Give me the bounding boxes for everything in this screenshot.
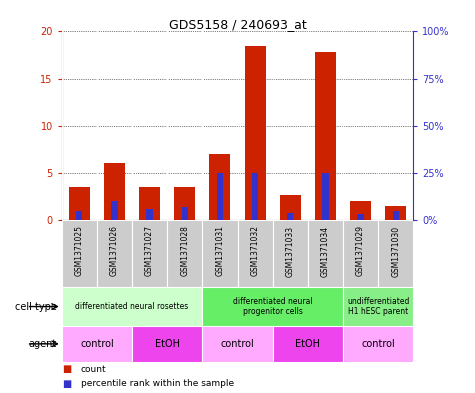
Text: differentiated neural rosettes: differentiated neural rosettes xyxy=(76,302,189,311)
Bar xyxy=(104,163,125,220)
Bar xyxy=(273,326,343,362)
Bar xyxy=(308,220,343,287)
Text: GSM1371030: GSM1371030 xyxy=(391,226,400,277)
Bar xyxy=(174,187,195,220)
Text: control: control xyxy=(361,339,395,349)
Text: EtOH: EtOH xyxy=(295,339,320,349)
Text: cell type: cell type xyxy=(15,301,57,312)
Text: agent: agent xyxy=(29,339,57,349)
Bar xyxy=(62,220,97,287)
Bar xyxy=(139,187,160,220)
Text: control: control xyxy=(220,339,255,349)
Text: GSM1371034: GSM1371034 xyxy=(321,226,330,277)
Bar xyxy=(132,220,167,287)
Bar xyxy=(343,287,413,326)
Text: ■: ■ xyxy=(62,379,71,389)
Bar xyxy=(217,173,223,220)
Text: differentiated neural
progenitor cells: differentiated neural progenitor cells xyxy=(233,297,313,316)
Bar xyxy=(315,52,336,220)
Bar xyxy=(385,206,406,220)
Text: GSM1371025: GSM1371025 xyxy=(75,226,84,276)
Bar xyxy=(238,220,273,287)
Bar xyxy=(343,326,413,362)
Bar xyxy=(343,220,378,287)
Text: undifferentiated
H1 hESC parent: undifferentiated H1 hESC parent xyxy=(347,297,409,316)
Text: GSM1371026: GSM1371026 xyxy=(110,226,119,276)
Bar xyxy=(167,220,202,287)
Bar xyxy=(350,201,371,220)
Text: GSM1371027: GSM1371027 xyxy=(145,226,154,276)
Bar xyxy=(280,195,301,220)
Bar xyxy=(273,220,308,287)
Bar xyxy=(202,220,238,287)
Text: EtOH: EtOH xyxy=(155,339,180,349)
Text: count: count xyxy=(81,365,106,374)
Bar xyxy=(287,213,294,220)
Bar xyxy=(62,287,202,326)
Bar xyxy=(146,209,153,220)
Bar xyxy=(69,187,90,220)
Text: GSM1371032: GSM1371032 xyxy=(251,226,259,276)
Bar xyxy=(181,207,188,220)
Bar xyxy=(357,215,364,220)
Text: GSM1371031: GSM1371031 xyxy=(216,226,224,276)
Bar xyxy=(392,211,399,220)
Text: percentile rank within the sample: percentile rank within the sample xyxy=(81,380,234,388)
Bar xyxy=(111,201,118,220)
Bar xyxy=(132,326,202,362)
Bar xyxy=(245,46,266,220)
Bar xyxy=(209,154,230,220)
Text: ■: ■ xyxy=(62,364,71,375)
Bar xyxy=(322,173,329,220)
Bar xyxy=(202,326,273,362)
Bar xyxy=(76,211,83,220)
Text: GSM1371028: GSM1371028 xyxy=(180,226,189,276)
Text: GSM1371029: GSM1371029 xyxy=(356,226,365,276)
Bar xyxy=(62,326,132,362)
Bar xyxy=(97,220,132,287)
Text: control: control xyxy=(80,339,114,349)
Bar xyxy=(252,173,258,220)
Bar xyxy=(378,220,413,287)
Text: GSM1371033: GSM1371033 xyxy=(286,226,294,277)
Text: GDS5158 / 240693_at: GDS5158 / 240693_at xyxy=(169,18,306,31)
Bar xyxy=(202,287,343,326)
